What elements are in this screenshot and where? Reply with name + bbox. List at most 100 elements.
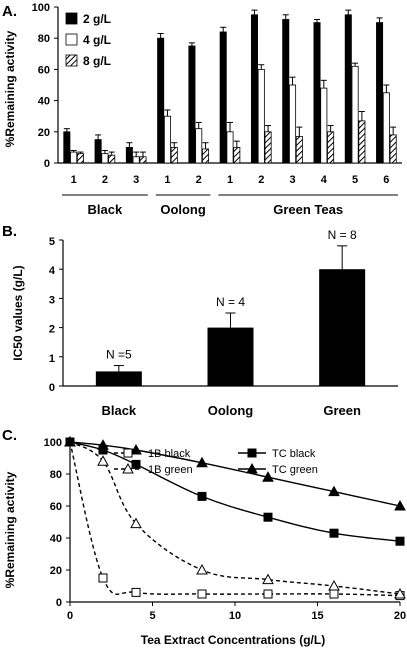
panel-a-bar (101, 153, 109, 164)
panel-c-y-tick-label: 0 (56, 597, 62, 609)
panel-c-x-tick-label: 15 (311, 610, 323, 622)
panel-a-bar (382, 92, 390, 164)
panel-a-category-label: 5 (352, 174, 358, 186)
panel-c-data-point (130, 443, 142, 455)
panel-a-legend-label: 8 g/L (83, 54, 111, 68)
panel-c-letter: C. (2, 427, 17, 444)
panel-a-y-tick-label: 20 (38, 127, 50, 139)
panel-a-bar (320, 87, 328, 164)
panel-b-y-tick-label: 0 (49, 382, 55, 394)
panel-c-y-tick-label: 60 (50, 501, 62, 513)
panel-c-data-point (262, 573, 274, 585)
panel-b-sample-size-label: N =5 (106, 348, 132, 362)
panel-b-y-tick-label: 3 (49, 294, 55, 306)
panel-a-legend-swatch (65, 54, 78, 67)
panel-a-y-axis-title: %Remaining activity (3, 30, 17, 147)
panel-a-y-tick-label: 80 (38, 33, 50, 45)
panel-c-data-point (395, 536, 405, 546)
panel-c-legend-label: 1B green (148, 464, 193, 476)
panel-c-data-point (329, 589, 339, 599)
panel-c-legend-label: TC black (272, 448, 316, 460)
panel-c-y-tick-label: 40 (50, 533, 62, 545)
panel-c-series-line (69, 441, 401, 595)
panel-a-bar (70, 151, 78, 164)
panel-b-y-tick-label: 4 (49, 265, 56, 277)
panel-c-y-tick-label: 20 (50, 565, 62, 577)
panel-b-category-label: Oolong (208, 403, 254, 418)
panel-c-y-tick-label: 100 (44, 437, 62, 449)
panel-a-bar (313, 22, 321, 164)
panel-c-x-axis-title: Tea Extract Concentrations (g/L) (141, 633, 325, 647)
panel-a-bar (358, 120, 366, 164)
panel-a-category-label: 4 (321, 174, 328, 186)
panel-a-legend-swatch (65, 33, 78, 46)
panel-c-data-point (197, 589, 207, 599)
panel-a-category-label: 3 (133, 174, 139, 186)
panel-a-bar (295, 136, 303, 164)
panel-a-bar (63, 131, 71, 164)
panel-b-category-label: Green (323, 403, 361, 418)
panel-a-y-tick-label: 60 (38, 64, 50, 76)
panel-a-y-tick-label: 0 (44, 158, 50, 170)
panel-c-data-point (196, 563, 208, 575)
panel-c-x-tick-label: 5 (149, 610, 155, 622)
panel-a-bar (94, 139, 102, 164)
panel-a-category-label: 6 (383, 174, 389, 186)
panel-c-line-chart: C. %Remaining activity Tea Extract Conce… (2, 427, 406, 647)
panel-a-category-label: 3 (289, 174, 295, 186)
panel-a-bar-chart: A. %Remaining activity 0 20 40 60 80 100 2 g/… (2, 2, 402, 217)
panel-c-y-tick-label: 80 (50, 469, 62, 481)
panel-c-data-point (394, 499, 406, 511)
panel-a-bar (344, 14, 352, 164)
panel-a-bar (226, 131, 234, 164)
panel-b-y-tick-label: 2 (49, 324, 55, 336)
panel-b-y-tick-label: 5 (49, 236, 55, 248)
panel-b-category-label: Black (101, 403, 136, 418)
panel-c-data-point (329, 528, 339, 538)
panel-a-bar (257, 69, 265, 164)
panel-b-bar (319, 269, 366, 386)
panel-c-data-point (263, 512, 273, 522)
panel-a-bar (139, 156, 147, 164)
panel-c-y-axis-title: %Remaining activity (3, 471, 17, 588)
panel-a-bar (351, 65, 359, 164)
panel-c-data-point (97, 439, 109, 450)
panel-a-legend-swatch (65, 12, 78, 25)
panel-a-y-tick-label: 40 (38, 96, 50, 108)
panel-a-category-label: 1 (71, 174, 77, 186)
panel-b-bar (207, 327, 254, 386)
panel-a-bar (233, 146, 241, 164)
panel-c-legend-marker (246, 462, 258, 474)
panel-b-bar (95, 371, 142, 386)
panel-c-data-point (328, 485, 340, 497)
panel-b-sample-size-label: N = 4 (216, 295, 245, 309)
panel-a-bar (157, 37, 165, 164)
panel-c-legend-marker (247, 448, 257, 458)
panel-a-category-label: 1 (227, 174, 233, 186)
panel-c-data-point (394, 587, 406, 599)
panel-a-bar (250, 14, 258, 164)
panel-b-letter: B. (2, 223, 17, 240)
panel-c-data-point (98, 573, 108, 583)
panel-a-category-label: 2 (258, 174, 264, 186)
panel-c-x-tick-label: 10 (229, 610, 241, 622)
panel-b-y-axis-title: IC50 values (g/L) (11, 265, 25, 360)
panel-a-y-tick-label: 100 (32, 2, 50, 14)
panel-a-group-label: Black (88, 202, 123, 217)
panel-c-legend-label: TC green (272, 464, 318, 476)
panel-a-bar (219, 31, 227, 164)
panel-a-legend-label: 2 g/L (83, 12, 111, 26)
panel-b-sample-size-label: N = 8 (328, 228, 357, 242)
panel-a-group-label: Oolong (160, 202, 206, 217)
panel-a-bar (188, 45, 196, 164)
panel-a-bar (125, 146, 133, 164)
panel-a-legend-label: 4 g/L (83, 33, 111, 47)
panel-a-category-label: 2 (102, 174, 108, 186)
panel-c-x-tick-label: 0 (67, 610, 73, 622)
panel-a-bar (376, 22, 384, 164)
panel-c-data-point (97, 455, 109, 466)
panel-a-bar (202, 148, 210, 164)
panel-a-bar (163, 115, 171, 164)
panel-c-data-point (131, 459, 141, 469)
